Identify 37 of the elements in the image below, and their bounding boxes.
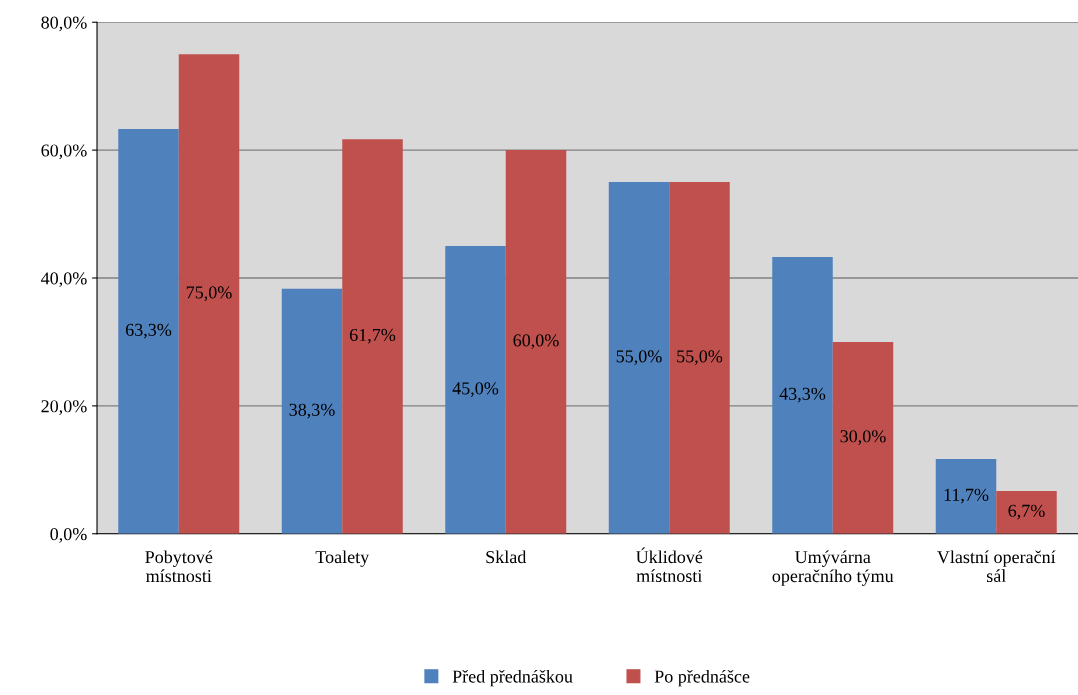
bar [342, 139, 403, 534]
bar [996, 490, 1057, 534]
data-label: 75,0% [186, 286, 232, 302]
y-tick-label: 80,0% [41, 16, 87, 32]
x-tick-label: Pobytové místnosti [145, 550, 213, 583]
bar [772, 256, 833, 534]
data-label: 11,7% [944, 488, 989, 504]
bar [669, 182, 730, 534]
bar [178, 54, 240, 534]
data-label: 45,0% [452, 382, 499, 398]
bar [832, 341, 894, 534]
legend-label: Před přednáškou [452, 669, 573, 687]
data-label: 61,7% [349, 328, 396, 344]
x-tick-label: Umývárna operačního týmu [772, 550, 894, 586]
bar [505, 150, 567, 534]
x-tick-label: Toalety [315, 550, 370, 567]
y-tick-label: 20,0% [41, 400, 87, 415]
data-label: 55,0% [616, 350, 662, 366]
data-label: 63,3% [125, 323, 172, 339]
y-tick-label: 0,0% [50, 528, 87, 543]
data-label: 38,3% [289, 403, 335, 419]
data-label: 55,0% [677, 350, 723, 366]
y-tick-label: 40,0% [41, 272, 87, 288]
bar [445, 246, 506, 534]
data-label: 43,3% [779, 387, 826, 403]
data-label: 60,0% [513, 334, 559, 350]
data-label: 6,7% [1008, 504, 1045, 520]
x-tick-label: Úklidové místnosti [636, 547, 703, 583]
legend-label: Po přednášce [654, 669, 750, 687]
bar [281, 288, 343, 534]
x-tick-label: Sklad [486, 550, 527, 564]
bar [935, 458, 997, 534]
bar [118, 129, 179, 534]
bar [608, 182, 670, 534]
x-tick-label: Vlastní operační sál [937, 550, 1056, 583]
y-tick-label: 60,0% [41, 144, 87, 160]
data-label: 30,0% [840, 430, 886, 445]
